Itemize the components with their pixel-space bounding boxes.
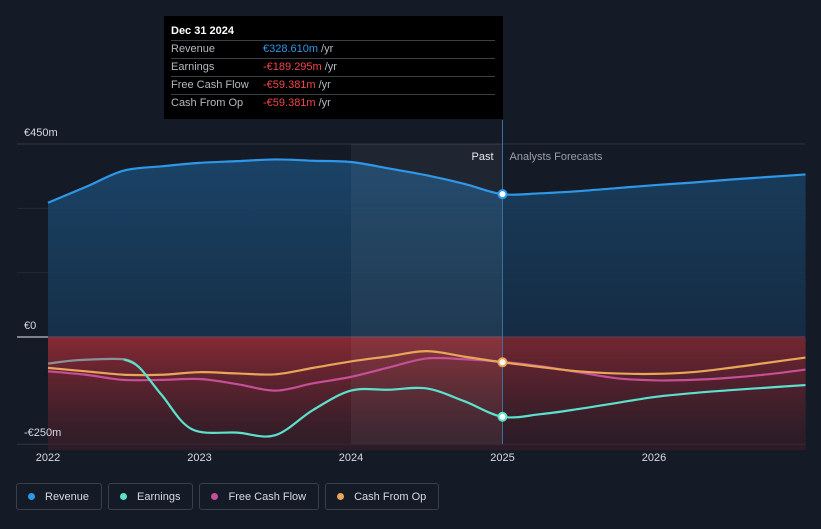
tooltip-unit: /yr [318,79,331,91]
legend-dot-icon [28,493,35,500]
series-line-cash-from-op [47,350,806,377]
highlight-point-revenue [497,189,508,200]
past-shade [351,144,503,444]
tooltip-label: Earnings [171,61,215,73]
x-tick-label: 2023 [187,452,211,464]
legend-dot-icon [337,493,345,500]
legend-dot-icon [211,493,219,500]
legend-item-free-cash-flow[interactable]: Free Cash Flow [199,483,320,510]
highlight-point-cash-from-op [497,357,508,368]
x-tick-label: 2025 [490,452,514,464]
series-line-free-cash-flow [47,356,806,392]
tooltip-row-earnings: Earnings -€189.295m /yr [171,58,495,76]
y-tick-label: €0 [24,320,36,332]
y-tick-label: €450m [24,127,58,139]
tooltip-label: Revenue [171,43,216,55]
tooltip-title: Dec 31 2024 [171,25,234,37]
tooltip-label: Cash From Op [171,97,244,109]
tooltip-unit: /yr [324,61,337,73]
legend-label: Free Cash Flow [228,490,307,503]
series-line-revenue [47,158,806,204]
tooltip-value: -€59.381m [263,97,316,109]
tooltip-row-cash-from-op: Cash From Op -€59.381m /yr [171,94,495,112]
forecast-label: Analysts Forecasts [510,151,603,163]
legend-label: Cash From Op [354,490,427,503]
legend-item-revenue[interactable]: Revenue [16,483,103,510]
legend-item-cash-from-op[interactable]: Cash From Op [325,483,440,510]
legend-label: Revenue [45,490,90,503]
tooltip-row-free-cash-flow: Free Cash Flow -€59.381m /yr [171,76,495,94]
tooltip: Dec 31 2024 Revenue €328.610m /yr Earnin… [164,16,503,119]
tooltip-value: €328.610m [263,43,319,55]
x-tick-label: 2026 [642,452,666,464]
series-line-earnings [123,358,806,438]
tooltip-value: -€59.381m [263,79,316,91]
tooltip-unit: /yr [318,97,331,109]
tooltip-value: -€189.295m [263,61,322,73]
tooltip-unit: /yr [321,43,334,55]
revenue-area [48,159,806,337]
x-tick-label: 2024 [339,452,363,464]
legend-label: Earnings [137,490,181,503]
highlight-point-earnings [497,411,508,422]
y-tick-label: -€250m [24,427,61,439]
past-label: Past [471,151,493,163]
tooltip-row-revenue: Revenue €328.610m /yr [171,40,495,58]
legend: Revenue Earnings Free Cash Flow Cash Fro… [16,483,440,510]
legend-item-earnings[interactable]: Earnings [108,483,194,510]
legend-dot-icon [120,493,128,500]
x-tick-label: 2022 [36,452,60,464]
forecast-overlay [502,144,805,444]
tooltip-label: Free Cash Flow [171,79,249,91]
